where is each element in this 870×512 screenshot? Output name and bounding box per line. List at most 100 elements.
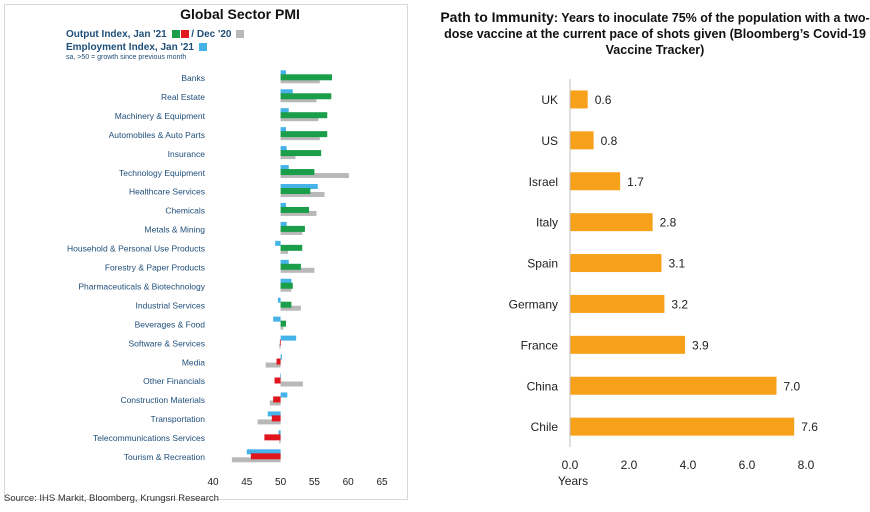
category-label-other-financials: Other Financials [143,376,205,386]
category-label-spain: Spain [527,257,558,271]
bar-dec-machinery-and-equipment [280,116,319,122]
category-label-media: Media [182,357,205,367]
bar-dec-beverages-and-food [280,324,284,330]
bar-dec-banks [280,78,320,84]
bar-dec-real-estate [280,97,317,103]
pmi-chart-plot: Banks Real Estate Machinery & Equipment Aut… [67,70,388,488]
legend-swatch-output-red [180,30,189,38]
category-label-automobiles-and-auto-parts: Automobiles & Auto Parts [109,130,205,140]
pmi-legend-employment: Employment Index, Jan '21 [66,42,207,53]
legend-swatch-dec [236,30,245,38]
bar-output-construction-materials [273,396,281,403]
bar-uk [570,90,588,109]
category-label-forestry-and-paper-products: Forestry & Paper Products [105,263,205,273]
immunity-title-rest: : Years to inoculate 75% of the populati… [444,11,870,57]
category-label-construction-materials: Construction Materials [120,395,205,405]
bar-output-telecommunications-services [264,434,281,441]
bar-employment-forestry-and-paper-products [280,259,289,265]
pmi-legend-note: sa, >50 = growth since previous month [66,54,187,61]
bar-israel [570,172,621,191]
x-tick-0-0: 0.0 [562,458,579,472]
value-label-israel: 1.7 [627,175,644,189]
legend-output-label: Output Index, Jan '21 [66,29,167,40]
bar-output-insurance [280,150,322,157]
bar-employment-chemicals [280,202,287,208]
bar-output-healthcare-services [280,188,311,194]
bar-output-pharmaceuticals-and-biotechnology [280,282,293,289]
bar-spain [570,254,662,273]
bar-output-industrial-services [280,301,292,308]
category-label-china: China [527,379,559,393]
bar-employment-beverages-and-food [273,316,281,322]
bar-china [570,376,777,395]
bar-output-forestry-and-paper-products [280,263,301,270]
x-axis-title: Years [558,474,588,488]
bar-france [570,335,686,354]
x-tick-8-0: 8.0 [798,458,815,472]
bar-output-beverages-and-food [280,320,287,327]
value-label-china: 7.0 [784,379,801,393]
category-label-insurance: Insurance [168,149,206,159]
bar-output-banks [280,74,332,81]
x-tick-60: 60 [343,477,355,488]
bar-employment-technology-equipment [280,165,289,171]
bar-dec-industrial-services [280,305,301,311]
source-note: Source: IHS Markit, Bloomberg, Krungsri … [4,493,219,504]
bar-output-tourism-and-recreation [250,453,281,460]
bar-output-machinery-and-equipment [280,112,328,119]
bar-dec-other-financials [280,381,303,387]
category-label-software-and-services: Software & Services [128,338,205,348]
bar-chile [570,417,795,436]
bar-dec-construction-materials [269,400,281,406]
bar-employment-metals-and-mining [280,221,287,227]
bar-employment-software-and-services [280,335,297,341]
category-label-healthcare-services: Healthcare Services [129,187,205,197]
bar-germany [570,294,665,313]
bar-dec-technology-equipment [280,173,349,179]
bar-dec-telecommunications-services [279,438,281,444]
pmi-chart-frame [4,4,408,500]
x-tick-40: 40 [207,477,219,488]
category-label-telecommunications-services: Telecommunications Services [93,433,205,443]
immunity-chart-title: Path to Immunity: Years to inoculate 75%… [440,9,870,58]
bar-dec-pharmaceuticals-and-biotechnology [280,286,292,292]
category-label-technology-equipment: Technology Equipment [119,168,206,178]
bar-output-household-and-personal-use-products [280,244,303,251]
x-tick-65: 65 [376,477,388,488]
value-label-chile: 7.6 [801,420,818,434]
category-label-pharmaceuticals-and-biotechnology: Pharmaceuticals & Biotechnology [78,281,205,291]
bar-dec-household-and-personal-use-products [280,248,289,254]
bar-dec-chemicals [280,210,317,216]
x-tick-2-0: 2.0 [621,458,638,472]
bar-employment-industrial-services [277,297,281,303]
category-label-metals-and-mining: Metals & Mining [145,225,206,235]
bar-employment-banks [280,70,287,76]
category-label-chile: Chile [531,420,559,434]
bar-output-other-financials [274,377,281,384]
legend-swatch-employment [198,43,207,51]
value-label-us: 0.8 [601,134,618,148]
x-tick-4-0: 4.0 [680,458,697,472]
bar-employment-media [280,354,282,360]
category-label-real-estate: Real Estate [161,92,205,102]
bar-employment-other-financials [279,373,281,379]
bar-us [570,131,594,150]
bar-employment-construction-materials [280,392,288,398]
bar-output-automobiles-and-auto-parts [280,131,328,138]
bar-output-transportation [271,415,281,422]
bar-dec-healthcare-services [280,192,325,197]
category-label-us: US [541,134,558,148]
bar-output-media [276,358,281,365]
x-tick-55: 55 [309,477,321,488]
bar-dec-media [265,362,281,368]
bar-output-metals-and-mining [280,225,305,232]
value-label-france: 3.9 [692,338,709,352]
value-label-spain: 3.1 [668,257,685,271]
category-label-industrial-services: Industrial Services [136,300,205,310]
bar-dec-automobiles-and-auto-parts [280,135,320,141]
category-label-chemicals: Chemicals [165,206,205,216]
immunity-title-lead: Path to Immunity [440,9,554,25]
category-label-tourism-and-recreation: Tourism & Recreation [124,452,206,462]
bar-employment-household-and-personal-use-products [275,240,281,246]
bar-output-technology-equipment [280,169,315,176]
